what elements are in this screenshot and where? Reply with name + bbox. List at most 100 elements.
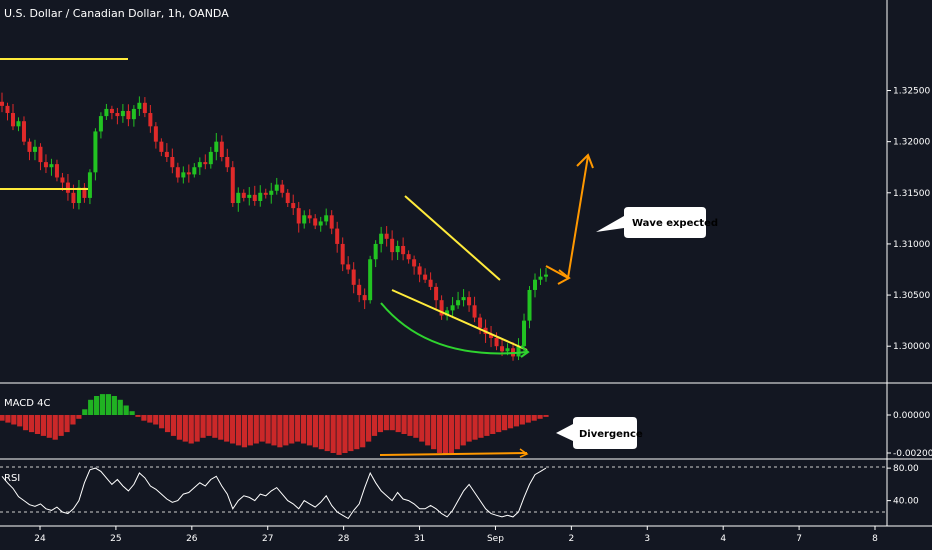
macd-bar xyxy=(502,415,508,431)
macd-bar xyxy=(454,415,460,450)
rsi-tick-label: 40.00 xyxy=(893,497,919,507)
candle-body xyxy=(60,177,65,183)
candle-body xyxy=(186,172,191,175)
macd-bar xyxy=(58,415,64,436)
candle xyxy=(390,230,395,261)
macd-bar xyxy=(28,415,35,433)
candle-body xyxy=(395,245,400,253)
macd-bar xyxy=(224,415,230,442)
candle xyxy=(423,268,428,284)
macd-bar xyxy=(218,415,224,440)
candle-body xyxy=(65,182,70,193)
candle-body xyxy=(98,116,103,132)
macd-bar xyxy=(212,415,218,438)
candle xyxy=(208,146,213,169)
candle xyxy=(472,296,477,323)
candle xyxy=(428,272,433,291)
candle-body xyxy=(417,266,422,275)
macd-bar xyxy=(283,415,289,446)
candle xyxy=(120,104,125,123)
macd-bar xyxy=(513,415,520,427)
candle-body xyxy=(505,348,510,352)
candle xyxy=(181,166,186,184)
macd-tick-label: 0.00000 xyxy=(893,411,930,421)
candle xyxy=(82,183,87,203)
candle-body xyxy=(71,192,76,204)
macd-bar xyxy=(342,415,348,453)
candle-body xyxy=(500,346,505,352)
candle xyxy=(164,143,169,162)
price-tick-label: 1.32000 xyxy=(893,138,930,148)
macd-bar xyxy=(247,415,253,446)
price-tick-label: 1.31000 xyxy=(893,240,930,250)
candle-body xyxy=(489,333,494,339)
macd-bar xyxy=(484,415,490,436)
candle xyxy=(197,157,202,175)
macd-bar xyxy=(436,415,443,453)
candle xyxy=(236,187,241,212)
macd-bar xyxy=(531,415,537,421)
macd-bar xyxy=(413,415,419,438)
wave-expected-bubble xyxy=(596,207,706,238)
candle xyxy=(346,256,351,274)
candle-body xyxy=(302,215,307,224)
candle-body xyxy=(533,279,538,290)
macd-bar xyxy=(159,415,165,429)
candle-body xyxy=(456,300,461,306)
time-tick-label: 27 xyxy=(262,534,273,544)
candle xyxy=(406,250,411,264)
macd-bar xyxy=(23,415,29,431)
candle-body xyxy=(247,194,252,198)
macd-bar xyxy=(478,415,484,438)
macd-bar xyxy=(70,415,76,425)
candle xyxy=(274,177,279,195)
candle xyxy=(263,188,268,199)
macd-label: MACD 4C xyxy=(4,398,51,409)
candle-body xyxy=(21,121,26,142)
macd-bar xyxy=(235,415,242,446)
macd-bar xyxy=(129,411,135,415)
candle xyxy=(225,148,230,173)
candle-body xyxy=(401,245,406,255)
macd-bar xyxy=(289,415,295,444)
candle-body xyxy=(76,187,81,204)
candle-body xyxy=(285,192,290,204)
candle-body xyxy=(126,110,131,120)
macd-bar xyxy=(46,415,52,438)
candle xyxy=(401,237,406,261)
macd-bar xyxy=(383,415,389,431)
chart-title: U.S. Dollar / Canadian Dollar, 1h, OANDA xyxy=(4,7,229,20)
candle-body xyxy=(258,192,263,201)
macd-bar xyxy=(442,415,449,455)
candle-body xyxy=(142,102,147,114)
candle-body xyxy=(434,286,439,301)
macd-bar xyxy=(82,409,88,415)
candle-body xyxy=(43,162,48,168)
candle-body xyxy=(87,172,92,198)
candle xyxy=(10,103,15,131)
candle-body xyxy=(379,233,384,244)
candle-body xyxy=(104,108,109,117)
candle xyxy=(335,221,340,253)
candle xyxy=(533,273,538,298)
candle xyxy=(27,138,32,161)
candle-body xyxy=(120,110,125,117)
candle xyxy=(54,159,59,182)
candle-body xyxy=(197,162,202,168)
candle-body xyxy=(5,105,10,114)
price-tick-label: 1.30000 xyxy=(893,342,930,352)
candle xyxy=(115,107,120,125)
macd-bar xyxy=(472,415,478,440)
candle xyxy=(291,194,296,216)
candle xyxy=(522,313,527,352)
falling-wedge-upper-line xyxy=(404,195,501,281)
macd-bar xyxy=(525,415,531,423)
divergence-bubble xyxy=(556,417,637,449)
wave-projection-arrowhead-2 xyxy=(576,153,594,169)
candle xyxy=(357,278,362,303)
candle-body xyxy=(131,108,136,120)
candle-body xyxy=(461,297,466,301)
candle xyxy=(142,97,147,118)
macd-bar xyxy=(312,415,318,448)
